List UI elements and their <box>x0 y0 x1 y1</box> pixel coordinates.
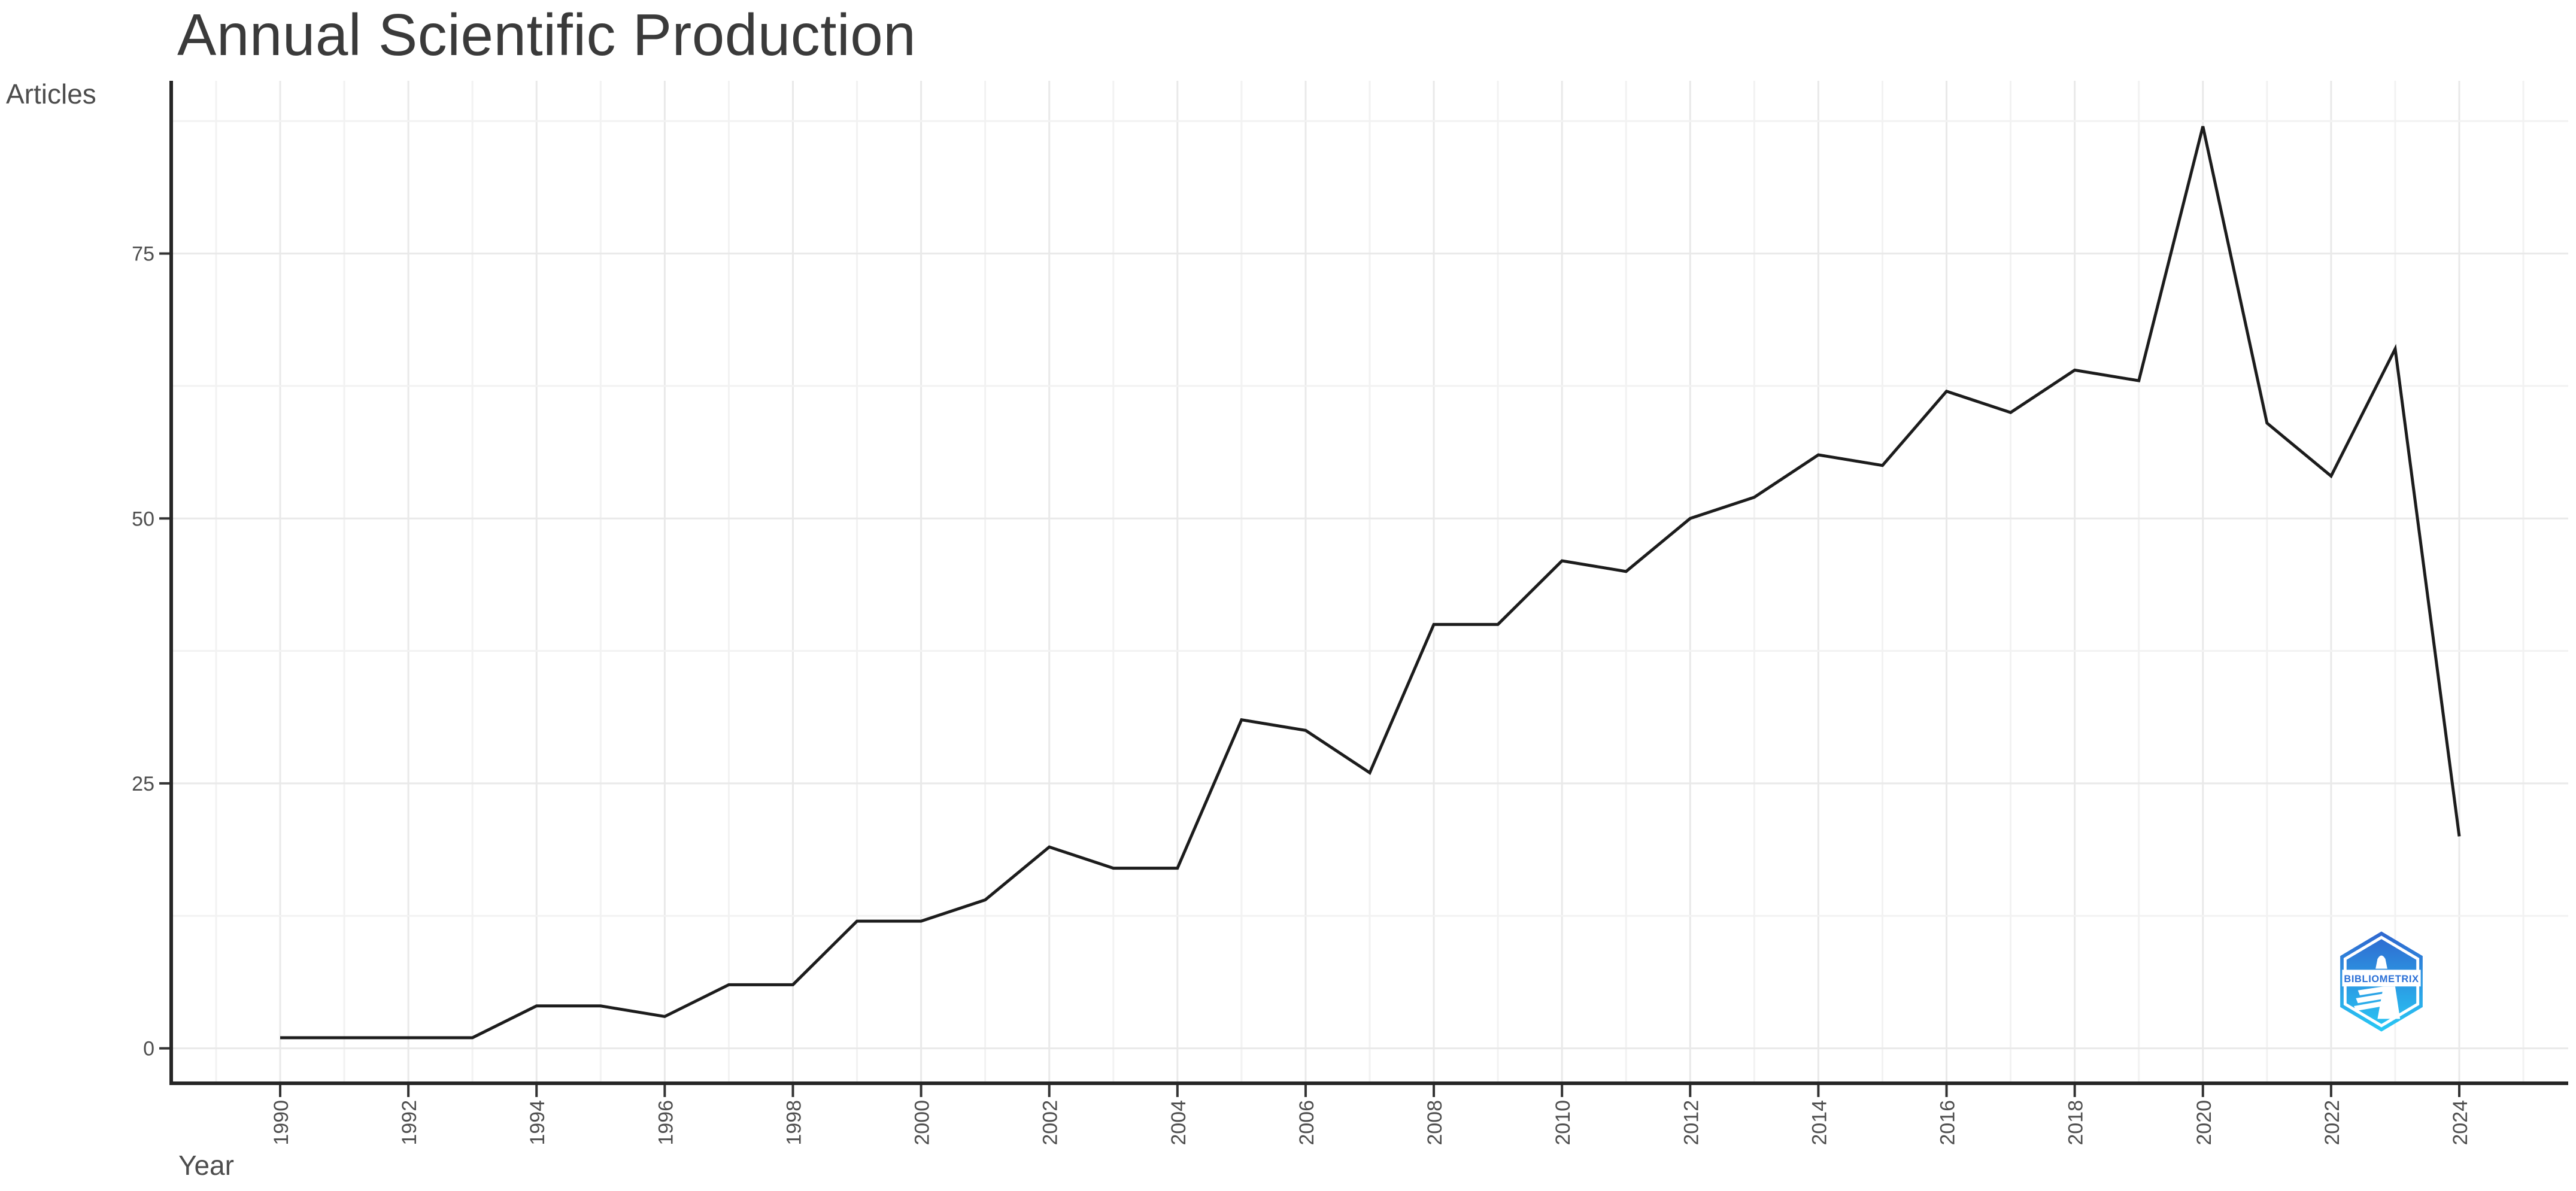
y-tick-label: 75 <box>132 243 154 266</box>
x-tick-label: 2004 <box>1167 1100 1190 1146</box>
logo-band <box>2342 970 2421 987</box>
x-tick-label: 2012 <box>1680 1100 1703 1146</box>
x-tick-label: 2008 <box>1424 1100 1446 1146</box>
y-tick-label: 0 <box>143 1038 154 1061</box>
axes: 1990 1992 1994 1996 1998 2000 2002 2004 2006 2008… <box>132 81 2568 1146</box>
chart-title: Annual Scientific Production <box>177 2 917 68</box>
logo-hexagon-inner-border <box>2343 935 2420 1028</box>
x-tick-label: 2010 <box>1552 1100 1574 1146</box>
x-tick-label: 2024 <box>2449 1100 2472 1146</box>
x-tick-label: 2014 <box>1808 1100 1831 1146</box>
logo-text: BIBLIOMETRIX <box>2344 974 2419 985</box>
x-tick-label: 1996 <box>654 1100 677 1146</box>
x-tick-label: 2018 <box>2065 1100 2087 1146</box>
x-tick-label: 2006 <box>1295 1100 1318 1146</box>
y-tick-label: 25 <box>132 773 154 795</box>
y-axis-title: Articles <box>6 78 96 110</box>
gridlines <box>171 81 2568 1083</box>
x-tick-label: 2022 <box>2321 1100 2344 1146</box>
lighthouse-lantern-icon <box>2375 955 2387 969</box>
x-tick-label: 1990 <box>270 1100 293 1146</box>
x-tick-label: 2020 <box>2193 1100 2216 1146</box>
bibliometrix-logo-graphic: BIBLIOMETRIX <box>2340 931 2423 1032</box>
x-tick-label: 2002 <box>1039 1100 1062 1146</box>
x-tick-label: 1992 <box>398 1100 421 1146</box>
production-line <box>280 126 2461 1040</box>
x-tick-label: 2000 <box>911 1100 934 1146</box>
x-tick-label: 1994 <box>526 1100 549 1146</box>
x-tick-label: 2016 <box>1937 1100 1959 1146</box>
bibliometrix-logo: BIBLIOMETRIX <box>2332 930 2431 1033</box>
y-tick-label: 50 <box>132 508 154 530</box>
lighthouse-tower-icon <box>2377 986 2401 1019</box>
lighthouse-beam-icon <box>2356 993 2387 1004</box>
x-axis-title: Year <box>178 1150 234 1181</box>
x-tick-label: 1998 <box>782 1100 805 1146</box>
lighthouse-beam-icon <box>2357 986 2386 995</box>
